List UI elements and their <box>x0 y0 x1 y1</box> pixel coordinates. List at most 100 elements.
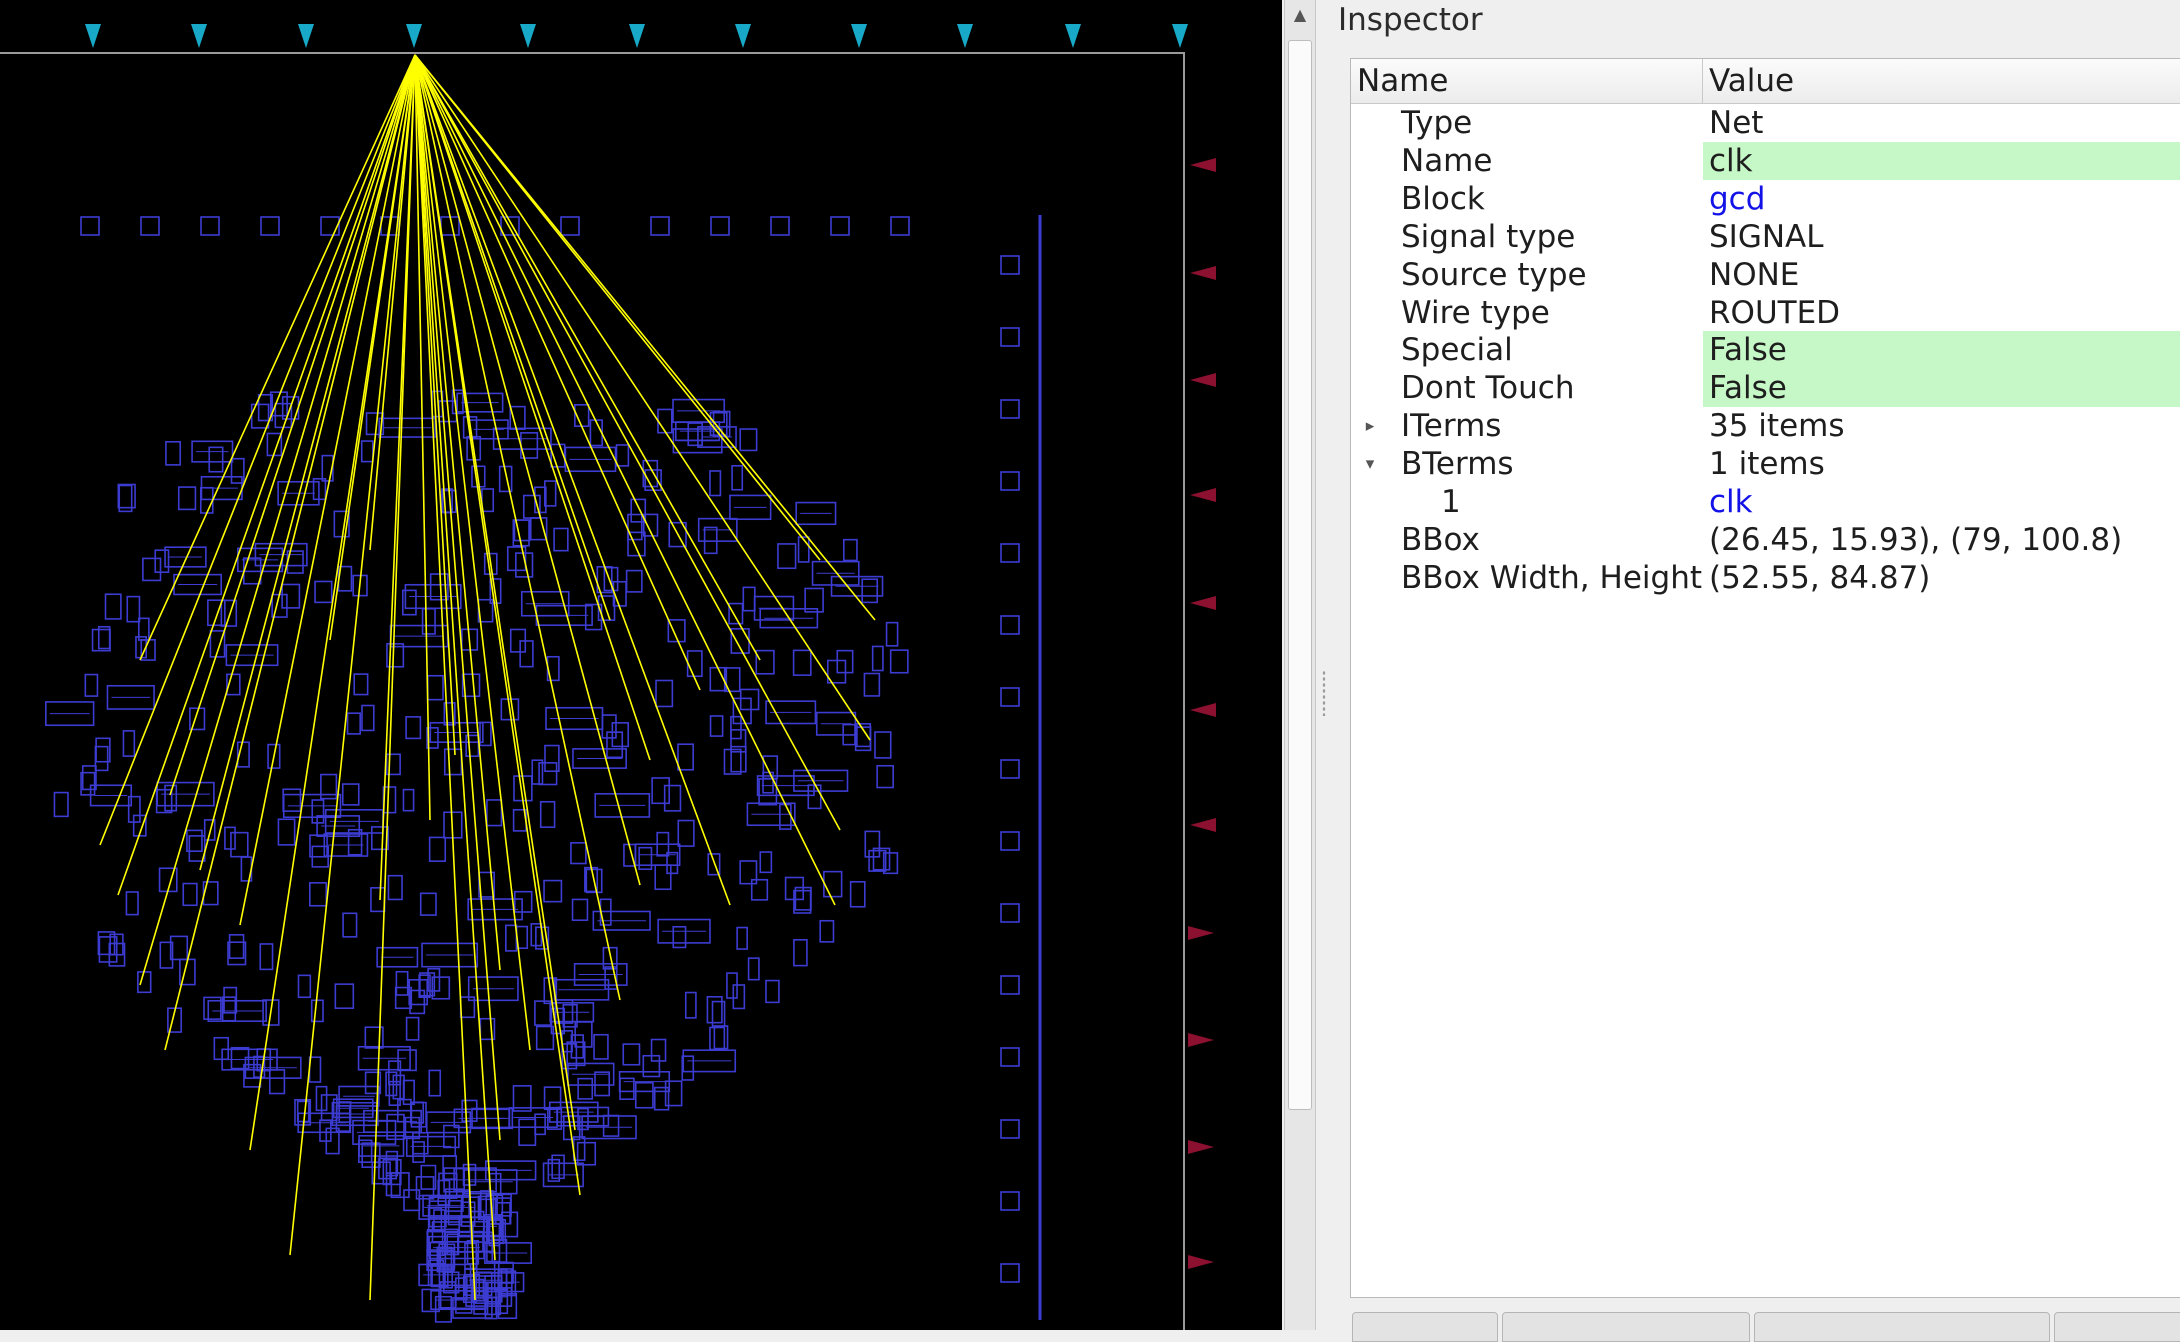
std-cell <box>332 1098 374 1119</box>
std-cell <box>371 1161 391 1185</box>
std-cell <box>572 1136 586 1162</box>
clk-flyline <box>164 54 416 1051</box>
std-cell <box>655 679 674 708</box>
std-cell <box>498 465 513 493</box>
scroll-up-icon[interactable]: ▲ <box>1293 5 1307 24</box>
layout-viewer[interactable] <box>0 0 1282 1330</box>
column-header-value[interactable]: Value <box>1709 63 1795 99</box>
table-row-signal-type[interactable]: Signal type SIGNAL <box>1351 218 2180 256</box>
std-cell <box>804 587 824 613</box>
std-cell <box>428 836 447 862</box>
std-cell <box>890 216 910 236</box>
bottom-tab-3[interactable] <box>1754 1312 2050 1342</box>
std-cell <box>549 1002 595 1023</box>
std-cell <box>703 526 718 555</box>
column-header-name[interactable]: Name <box>1351 59 1703 103</box>
std-cell <box>793 939 808 967</box>
std-cell <box>478 871 495 898</box>
std-cell <box>433 1209 446 1233</box>
std-cell <box>543 879 563 903</box>
std-cell <box>577 1077 594 1100</box>
property-value-link[interactable]: gcd <box>1709 180 1766 217</box>
expand-arrow-icon[interactable]: ▸ <box>1365 416 1375 437</box>
std-cell <box>570 842 587 865</box>
table-row-bterms[interactable]: ▾ BTerms 1 items <box>1351 445 2180 483</box>
layout-canvas[interactable] <box>0 0 1282 1330</box>
std-cell <box>427 1207 443 1232</box>
std-cell <box>666 851 679 875</box>
std-cell <box>656 831 670 857</box>
table-row-wire-type[interactable]: Wire type ROUTED <box>1351 294 2180 332</box>
table-row-special[interactable]: Special False <box>1351 331 2180 370</box>
table-row-block[interactable]: Block gcd <box>1351 180 2180 218</box>
io-pin-top-icon <box>1172 24 1188 48</box>
std-cell <box>728 602 744 625</box>
table-row-dont-touch[interactable]: Dont Touch False <box>1351 369 2180 408</box>
std-cell <box>341 783 360 806</box>
table-row-bbox-width-height[interactable]: BBox Width, Height (52.55, 84.87) <box>1351 559 2180 597</box>
clk-flyline <box>199 54 416 871</box>
std-cell <box>200 216 220 236</box>
clk-flyline <box>139 54 416 986</box>
std-cell <box>657 408 673 434</box>
std-cell <box>544 744 560 773</box>
table-row-name[interactable]: Name clk <box>1351 141 2180 180</box>
std-cell <box>868 849 887 872</box>
clk-flyline <box>249 54 416 1151</box>
std-cell <box>560 216 580 236</box>
scroll-thumb[interactable] <box>1288 40 1312 1110</box>
bottom-tab-4[interactable] <box>2054 1312 2180 1342</box>
std-cell <box>164 784 178 812</box>
io-pin-right-icon <box>1190 266 1216 280</box>
std-cell <box>1000 1119 1020 1139</box>
std-cell <box>606 731 624 759</box>
std-cell <box>642 459 659 488</box>
std-cell <box>871 645 884 672</box>
table-row-bterm-1[interactable]: 1 clk <box>1351 483 2180 521</box>
std-cell <box>709 715 724 737</box>
vertical-scrollbar[interactable]: ▲ <box>1284 0 1316 1330</box>
std-cell <box>461 1099 478 1122</box>
std-cell <box>797 536 810 563</box>
std-cell <box>634 1081 654 1109</box>
clk-flyline <box>414 54 841 831</box>
clk-flyline <box>169 54 416 796</box>
std-cell <box>297 974 312 999</box>
collapse-arrow-icon[interactable]: ▾ <box>1365 454 1375 475</box>
std-cell <box>376 946 419 968</box>
std-cell <box>427 1259 445 1286</box>
std-cell <box>282 788 302 812</box>
table-row-bbox[interactable]: BBox (26.45, 15.93), (79, 100.8) <box>1351 521 2180 559</box>
std-cell <box>750 878 769 901</box>
std-cell <box>334 983 355 1010</box>
std-cell <box>84 673 99 697</box>
std-cell <box>395 970 409 996</box>
std-cell <box>630 498 647 523</box>
std-cell <box>759 851 773 874</box>
property-value-link[interactable]: clk <box>1709 484 1753 520</box>
std-cell <box>370 826 389 851</box>
io-pin-right-icon <box>1190 818 1216 832</box>
io-pin-top-icon <box>191 24 207 48</box>
std-cell <box>434 1295 452 1323</box>
table-row-type[interactable]: Type Net <box>1351 104 2180 142</box>
table-row-iterms[interactable]: ▸ ITerms 35 items <box>1351 407 2180 445</box>
std-cell <box>421 607 436 635</box>
bottom-tab-2[interactable] <box>1502 1312 1750 1342</box>
std-cell <box>830 216 850 236</box>
std-cell <box>254 542 308 567</box>
std-cell <box>394 986 413 1010</box>
std-cell <box>426 674 444 701</box>
std-cell <box>602 946 618 970</box>
property-value: NONE <box>1709 256 1800 293</box>
std-cell <box>539 800 556 828</box>
std-cell <box>89 784 133 807</box>
bottom-tab-1[interactable] <box>1352 1312 1498 1342</box>
std-cell <box>529 517 548 541</box>
std-cell <box>364 1071 382 1095</box>
std-cell <box>1000 1191 1020 1211</box>
property-value: 1 items <box>1709 446 1825 483</box>
std-cell <box>426 727 439 749</box>
splitter-handle[interactable] <box>1322 670 1326 716</box>
table-row-source-type[interactable]: Source type NONE <box>1351 256 2180 294</box>
